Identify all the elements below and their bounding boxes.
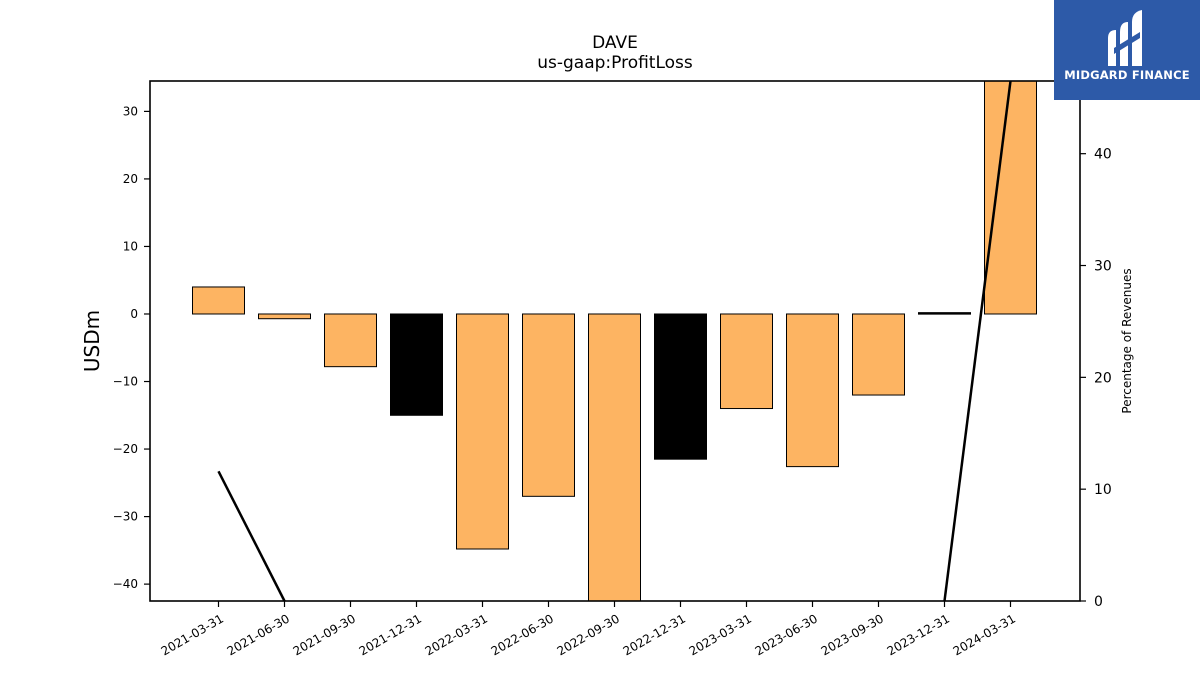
y2-axis-label: Percentage of Revenues — [1120, 268, 1134, 413]
y2-tick-label: 10 — [1094, 482, 1112, 498]
y-axis-right: 0 10 20 30 40 — [1080, 147, 1112, 610]
x-tick-label-2021-09-30: 2021-09-30 — [291, 611, 358, 658]
bar-2023-09-30 — [852, 313, 905, 396]
y-tick-label: 20 — [123, 172, 138, 186]
y2-tick-label: 0 — [1094, 594, 1103, 610]
x-axis: 2021-03-312021-06-302021-09-302021-12-31… — [159, 601, 1018, 658]
midgard-finance-logo: MIDGARD FINANCE — [1054, 0, 1200, 100]
bar-2021-03-31 — [192, 286, 245, 315]
x-tick-label-2023-06-30: 2023-06-30 — [753, 611, 820, 658]
bar-2023-03-31 — [720, 313, 773, 410]
bar-2021-06-30 — [258, 313, 311, 320]
bar-2022-03-31 — [456, 313, 509, 550]
x-tick-label-2021-06-30: 2021-06-30 — [225, 611, 292, 658]
y2-tick-label: 40 — [1094, 147, 1112, 163]
chart-subtitle: us-gaap:ProfitLoss — [537, 53, 693, 73]
bar-2021-12-31 — [390, 313, 443, 416]
x-tick-label-2023-12-31: 2023-12-31 — [885, 611, 952, 658]
x-tick-label-2023-03-31: 2023-03-31 — [687, 611, 754, 658]
x-tick-label-2023-09-30: 2023-09-30 — [819, 611, 886, 658]
bars-layer — [192, 80, 1037, 602]
logo-text: MIDGARD FINANCE — [1064, 68, 1190, 82]
revenue-percentage-line-layer — [217, 80, 1012, 602]
revenue-percentage-line-segment-2 — [943, 80, 1012, 602]
bar-2022-12-31 — [654, 313, 707, 460]
bar-2021-09-30 — [324, 313, 377, 368]
bar-2023-12-31 — [918, 312, 971, 315]
y-tick-label: −30 — [113, 510, 138, 524]
x-tick-label-2022-06-30: 2022-06-30 — [489, 611, 556, 658]
x-tick-label-2022-09-30: 2022-09-30 — [555, 611, 622, 658]
x-tick-label-2021-03-31: 2021-03-31 — [159, 611, 226, 658]
bar-2024-03-31 — [984, 80, 1037, 315]
y-axis-label: USDm — [80, 310, 104, 372]
chart-title: DAVE — [592, 33, 638, 53]
y-tick-label: 30 — [123, 104, 138, 118]
revenue-percentage-line-segment-1 — [217, 470, 286, 602]
bar-2022-09-30 — [588, 313, 641, 602]
x-tick-label-2022-03-31: 2022-03-31 — [423, 611, 490, 658]
y-tick-label: −40 — [113, 577, 138, 591]
y-axis-left: 30 20 10 0 −10 −20 −30 −40 — [113, 104, 150, 591]
x-tick-label-2021-12-31: 2021-12-31 — [357, 611, 424, 658]
y-tick-label: −10 — [113, 375, 138, 389]
y2-tick-label: 20 — [1094, 370, 1112, 386]
x-tick-label-2024-03-31: 2024-03-31 — [951, 611, 1018, 658]
bar-2022-06-30 — [522, 313, 575, 497]
x-tick-label-2022-12-31: 2022-12-31 — [621, 611, 688, 658]
y-tick-label: 10 — [123, 239, 138, 253]
y-tick-label: 0 — [130, 307, 138, 321]
y-tick-label: −20 — [113, 442, 138, 456]
bar-2023-06-30 — [786, 313, 839, 468]
y2-tick-label: 30 — [1094, 259, 1112, 275]
midgard-logo-icon — [1108, 10, 1142, 66]
